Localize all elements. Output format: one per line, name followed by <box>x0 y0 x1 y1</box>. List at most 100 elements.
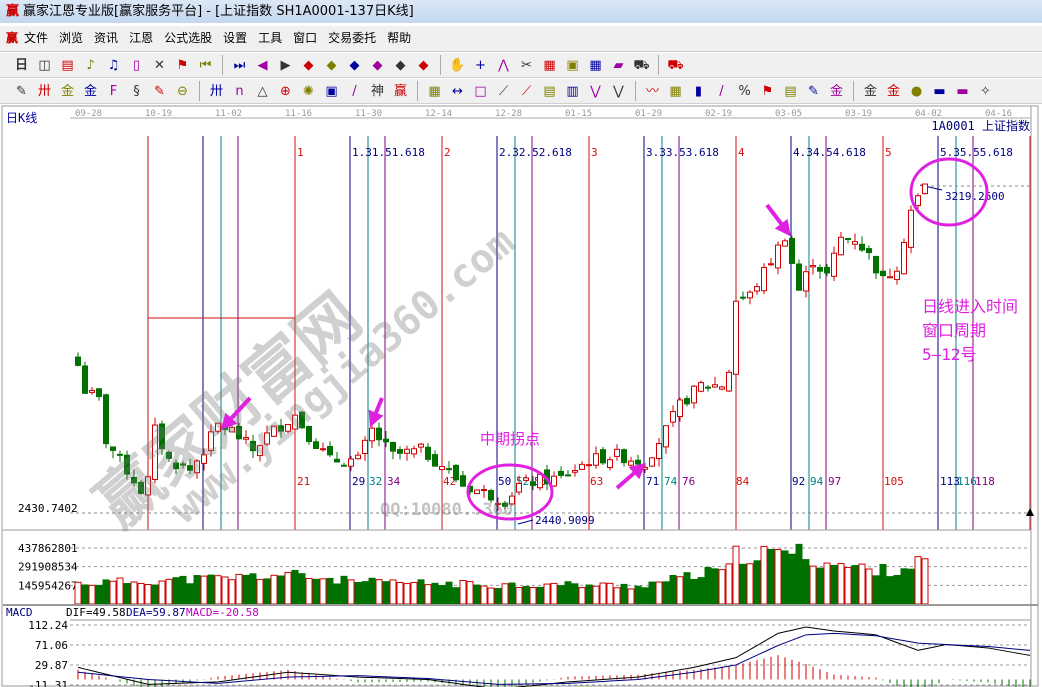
hash2-icon[interactable]: 卅 <box>209 83 223 99</box>
volume-bar <box>515 587 523 605</box>
f-icon[interactable]: F <box>109 83 118 99</box>
candle-body <box>138 481 144 494</box>
fan2-icon[interactable]: ⟋ <box>521 83 532 99</box>
grid-icon[interactable]: ▦ <box>543 57 556 73</box>
diamond-v-icon[interactable]: ◆ <box>418 57 429 73</box>
gann-icon[interactable]: ✕ <box>154 57 165 73</box>
list-icon[interactable]: ▤ <box>784 83 797 99</box>
candle-body <box>180 463 186 466</box>
slash-icon[interactable]: / <box>352 83 357 99</box>
menu-3[interactable]: 江恩 <box>129 31 154 45</box>
volume-bar <box>228 579 236 605</box>
diamond-left-icon[interactable]: ◆ <box>303 57 314 73</box>
diamond-x-icon[interactable]: ◆ <box>372 57 383 73</box>
diamond-star-icon[interactable]: ◆ <box>395 57 406 73</box>
menu-4[interactable]: 公式选股 <box>164 31 213 45</box>
candle-icon[interactable]: ▯ <box>132 57 141 73</box>
line-icon[interactable]: ⋀ <box>498 57 509 73</box>
flag-icon[interactable]: ⚑ <box>176 57 189 73</box>
gold3-icon[interactable]: 金 <box>829 83 843 99</box>
volume-bar <box>508 582 516 605</box>
volume-bar <box>529 586 537 605</box>
volume-bar <box>501 583 509 605</box>
zigzag-icon[interactable]: ⋁ <box>590 83 601 99</box>
flag2-icon[interactable]: ⚑ <box>761 83 774 99</box>
triangle-icon[interactable]: △ <box>257 83 268 99</box>
chart-icon[interactable]: ◫ <box>38 57 51 73</box>
gold5-icon[interactable]: 金 <box>886 83 900 99</box>
kline-chart[interactable]: 日K线 09-28 10-19 11-02 11-16 11-30 12-14 12-28 01… <box>0 105 1042 687</box>
volume-bar <box>550 582 558 605</box>
car-icon[interactable]: ⛟ <box>633 57 650 73</box>
volume-bar <box>809 565 817 605</box>
candle-body <box>369 427 375 442</box>
diamond-h-icon[interactable]: ◆ <box>349 57 360 73</box>
right-icon[interactable]: ▶ <box>280 57 291 73</box>
slash2-icon[interactable]: / <box>719 83 724 99</box>
candle-body <box>250 440 256 452</box>
brush-icon[interactable]: ✎ <box>154 83 165 99</box>
gold2-icon[interactable]: 金 <box>83 83 97 99</box>
menu-2[interactable]: 资讯 <box>94 31 119 45</box>
gold4-icon[interactable]: 金 <box>863 83 877 99</box>
ying-icon[interactable]: 赢 <box>393 83 407 99</box>
bar-count-label: 97 <box>828 475 841 488</box>
cube-icon[interactable]: ▦ <box>669 83 682 99</box>
candle-body <box>838 236 844 256</box>
volume-bar <box>256 578 264 605</box>
diamond-right-icon[interactable]: ◆ <box>326 57 337 73</box>
spiral-icon[interactable]: § <box>133 83 140 99</box>
bar-icon[interactable]: ▮ <box>694 83 703 99</box>
fan-icon[interactable]: ⟋ <box>498 83 509 99</box>
bars-icon[interactable]: ▥ <box>566 83 579 99</box>
cal-icon[interactable]: ▣ <box>566 57 579 73</box>
sun-icon[interactable]: ✺ <box>303 83 314 99</box>
truck-icon[interactable]: ⛟ <box>667 57 684 73</box>
calc-icon[interactable]: ▦ <box>589 57 602 73</box>
candle-body <box>859 243 865 251</box>
menu-5[interactable]: 设置 <box>223 31 248 45</box>
pen2-icon[interactable]: ✎ <box>808 83 819 99</box>
wave9-icon[interactable]: ♫ <box>107 57 120 73</box>
clip-icon[interactable]: ✂ <box>521 57 532 73</box>
menu-6[interactable]: 工具 <box>258 31 283 45</box>
ruler2-icon[interactable]: ▬ <box>933 83 946 99</box>
toolbar-separator <box>853 81 854 101</box>
menu-0[interactable]: 文件 <box>24 31 49 45</box>
gold1-icon[interactable]: 金 <box>60 83 74 99</box>
note-icon[interactable]: ▤ <box>61 57 74 73</box>
first-icon[interactable]: ⏮ <box>199 57 212 73</box>
rect-icon[interactable]: □ <box>474 83 487 99</box>
volume-bar <box>683 572 691 605</box>
menu-7[interactable]: 窗口 <box>293 31 318 45</box>
box-icon[interactable]: ▣ <box>325 83 338 99</box>
target-icon[interactable]: ⊕ <box>280 83 291 99</box>
crosshair-icon[interactable]: + <box>475 57 486 73</box>
n2-icon[interactable]: n <box>235 83 244 99</box>
pen-icon[interactable]: ✎ <box>16 83 27 99</box>
macd-axis-label: 112.24 <box>28 619 68 632</box>
percent-icon[interactable]: % <box>738 83 751 99</box>
hash-icon[interactable]: 卅 <box>37 83 51 99</box>
menu-8[interactable]: 交易委托 <box>328 31 377 45</box>
menu-1[interactable]: 浏览 <box>59 31 84 45</box>
ruler3-icon[interactable]: ▬ <box>956 83 969 99</box>
width-icon[interactable]: ↔ <box>452 83 463 99</box>
left-icon[interactable]: ◀ <box>257 57 268 73</box>
hand-icon[interactable]: ✋ <box>449 57 466 73</box>
ruler-icon[interactable]: ▦ <box>428 83 441 99</box>
record-icon[interactable]: ▰ <box>613 57 624 73</box>
circle-icon[interactable]: ⊖ <box>177 83 188 99</box>
zigzag2-icon[interactable]: ⋁ <box>613 83 624 99</box>
shen-icon[interactable]: 神 <box>370 83 384 99</box>
volume-bar <box>235 573 243 605</box>
pin-icon[interactable]: ✧ <box>980 83 991 99</box>
period-dropdown[interactable]: 日 <box>14 57 28 73</box>
last-icon[interactable]: ⏭ <box>233 57 246 73</box>
chart2-icon[interactable]: ▤ <box>543 83 556 99</box>
dot-icon[interactable]: ● <box>910 83 923 99</box>
wave3-icon[interactable]: ♪ <box>86 57 95 73</box>
menu-9[interactable]: 帮助 <box>387 31 412 45</box>
wave-icon[interactable]: 〰 <box>645 83 659 99</box>
bar-count-label: 84 <box>736 475 750 488</box>
